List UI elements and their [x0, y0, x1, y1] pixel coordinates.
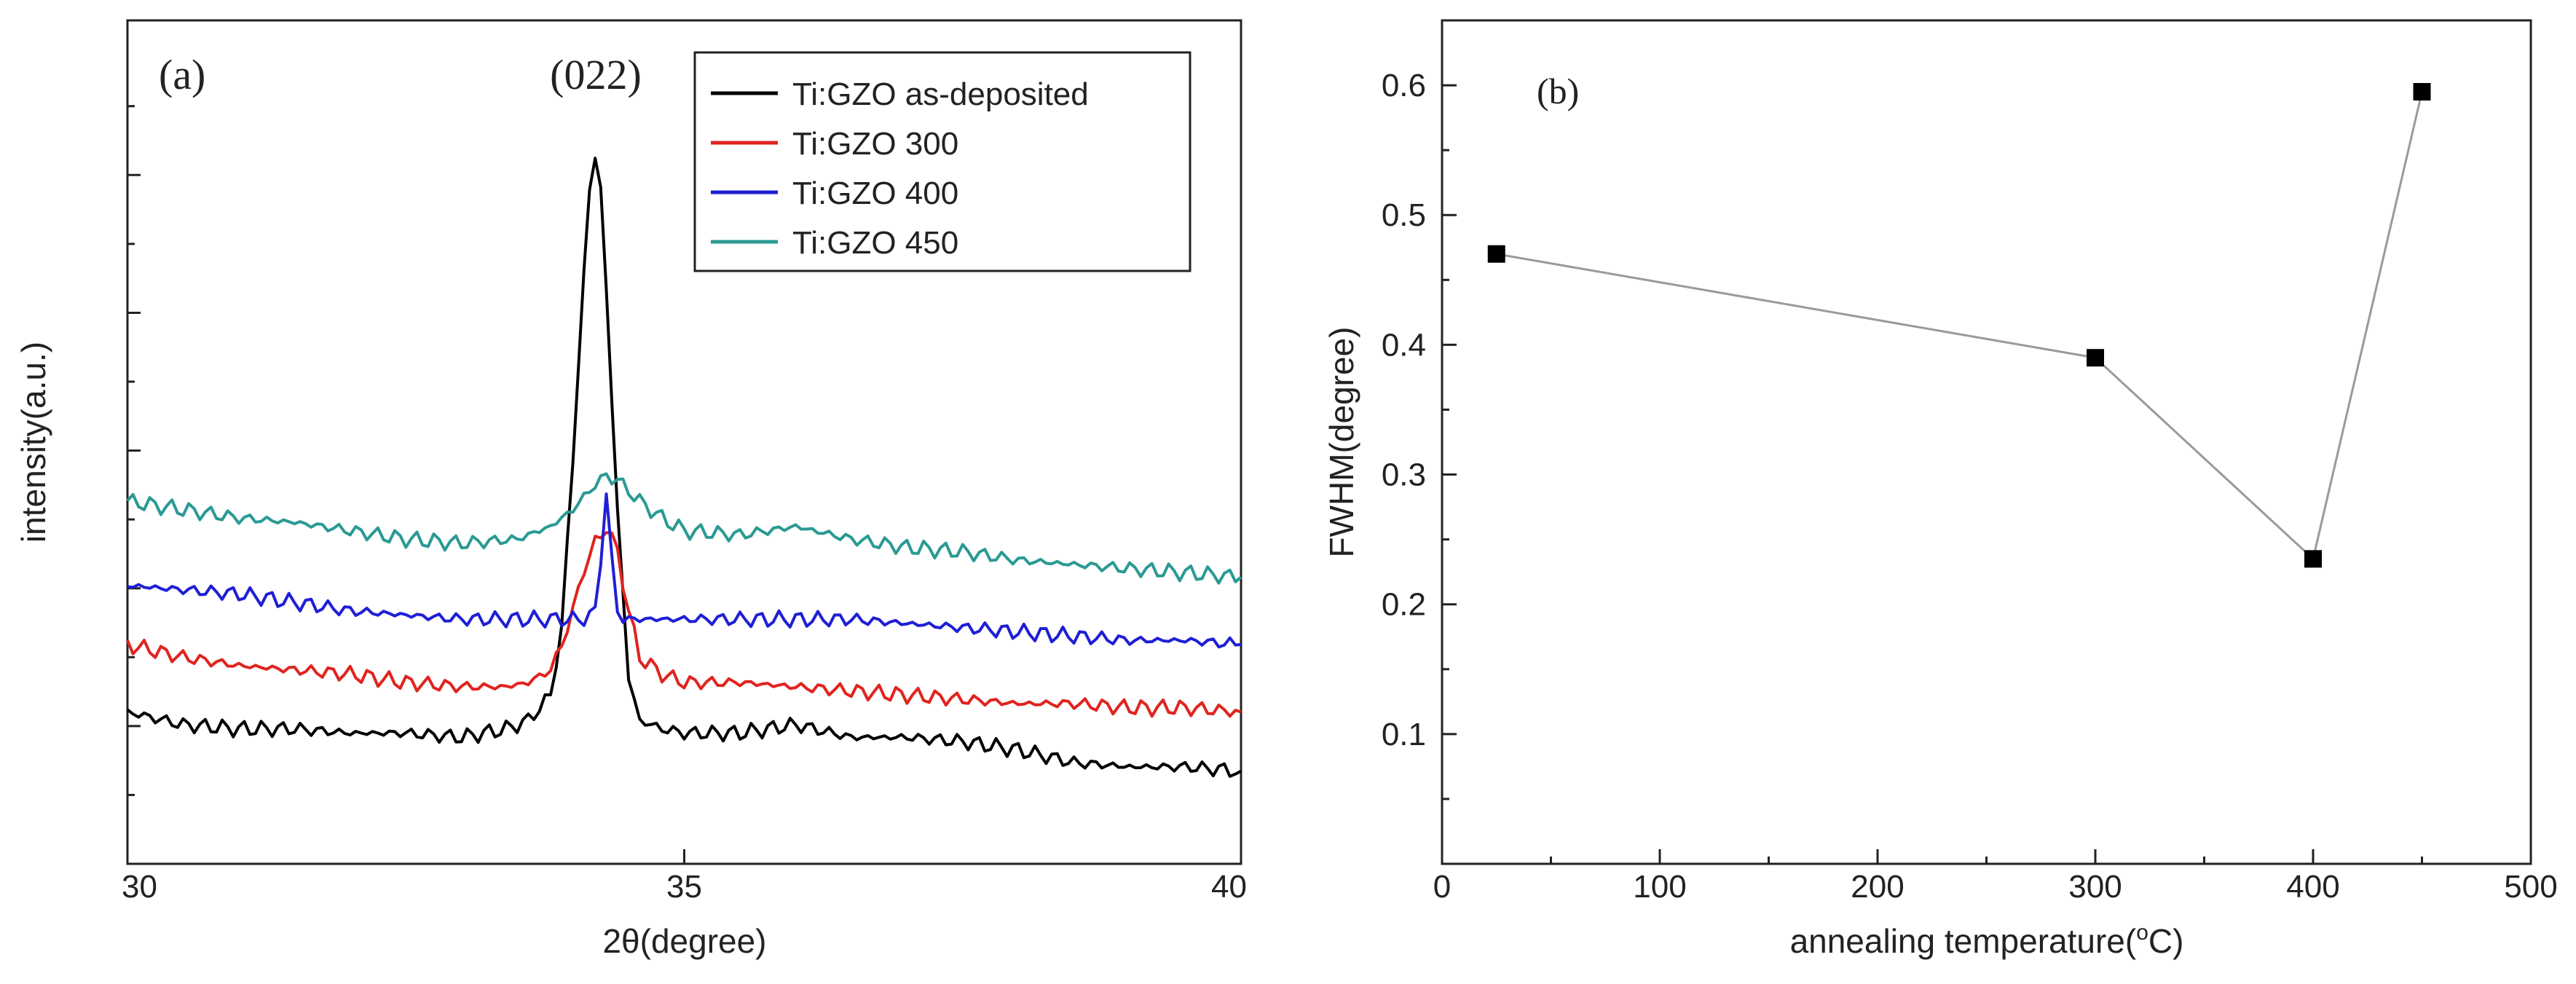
panel-a-label: (a): [159, 51, 205, 98]
panel-a-y-ticks: [127, 105, 141, 796]
panel-a: 30 35 40 (a) (022) 2θ(degree) intensity(a.…: [15, 19, 1247, 960]
panel-b-x-tick-label: 500: [2504, 869, 2557, 905]
panel-b-y-tick-label: 0.4: [1382, 327, 1426, 363]
panel-b-frame: [1441, 19, 2532, 865]
panel-a-x-tick-label: 30: [122, 869, 157, 905]
series-line-3: [126, 472, 1242, 585]
panel-b-x-ticks: 0 100 200 300 400 500: [1433, 849, 2558, 905]
panel-b-x-tick-label: 400: [2286, 869, 2339, 905]
panel-a-x-tick-label: 35: [666, 869, 702, 905]
series-line-1: [126, 531, 1242, 718]
panel-b-y-tick-label: 0.5: [1382, 197, 1426, 233]
panel-b-y-axis-label: FWHM(degree): [1323, 327, 1360, 558]
panel-b-x-tick-label: 0: [1433, 869, 1451, 905]
legend-label-300: Ti:GZO 300: [792, 126, 958, 162]
panel-a-series: [126, 157, 1242, 778]
panel-a-y-axis-label: intensity(a.u.): [15, 342, 52, 543]
panel-b-label: (b): [1537, 71, 1579, 111]
fwhm-data-point: [1487, 245, 1505, 263]
panel-a-legend: Ti:GZO as-deposited Ti:GZO 300 Ti:GZO 40…: [693, 51, 1192, 272]
panel-b-y-tick-label: 0.6: [1382, 68, 1426, 103]
panel-a-x-tick-label: 40: [1211, 869, 1247, 905]
series-line-0: [126, 157, 1242, 778]
panel-b-y-ticks: 0.1 0.2 0.3 0.4 0.5 0.6: [1382, 19, 1457, 800]
panel-b-series: [1487, 82, 2431, 568]
panel-b-y-tick-label: 0.1: [1382, 717, 1426, 752]
peak-annotation: (022): [550, 51, 642, 98]
fwhm-data-point: [2304, 550, 2322, 568]
panel-b-x-tick-label: 200: [1851, 869, 1904, 905]
panel-a-x-ticks: 30 35 40: [122, 849, 1247, 905]
panel-b-y-tick-label: 0.3: [1382, 457, 1426, 493]
panel-b-y-tick-label: 0.2: [1382, 587, 1426, 623]
legend-label-450: Ti:GZO 450: [792, 225, 958, 261]
legend-box: [693, 51, 1192, 272]
panel-b-x-tick-label: 100: [1633, 869, 1686, 905]
panel-b: 0.10.20.30.40.50.6 0 100 200 300 400 500 (b) …: [1323, 19, 2558, 960]
panel-a-x-axis-label: 2θ(degree): [602, 922, 766, 960]
panel-b-x-axis-label: annealing temperature(oC): [1790, 921, 2184, 960]
fwhm-connector-line: [1496, 91, 2423, 562]
legend-label-400: Ti:GZO 400: [792, 176, 958, 211]
legend-label-as-deposited: Ti:GZO as-deposited: [792, 76, 1089, 112]
panel-b-x-tick-label: 300: [2068, 869, 2122, 905]
fwhm-data-point: [2413, 82, 2431, 101]
series-line-2: [127, 492, 1242, 649]
fwhm-data-point: [2087, 349, 2104, 367]
